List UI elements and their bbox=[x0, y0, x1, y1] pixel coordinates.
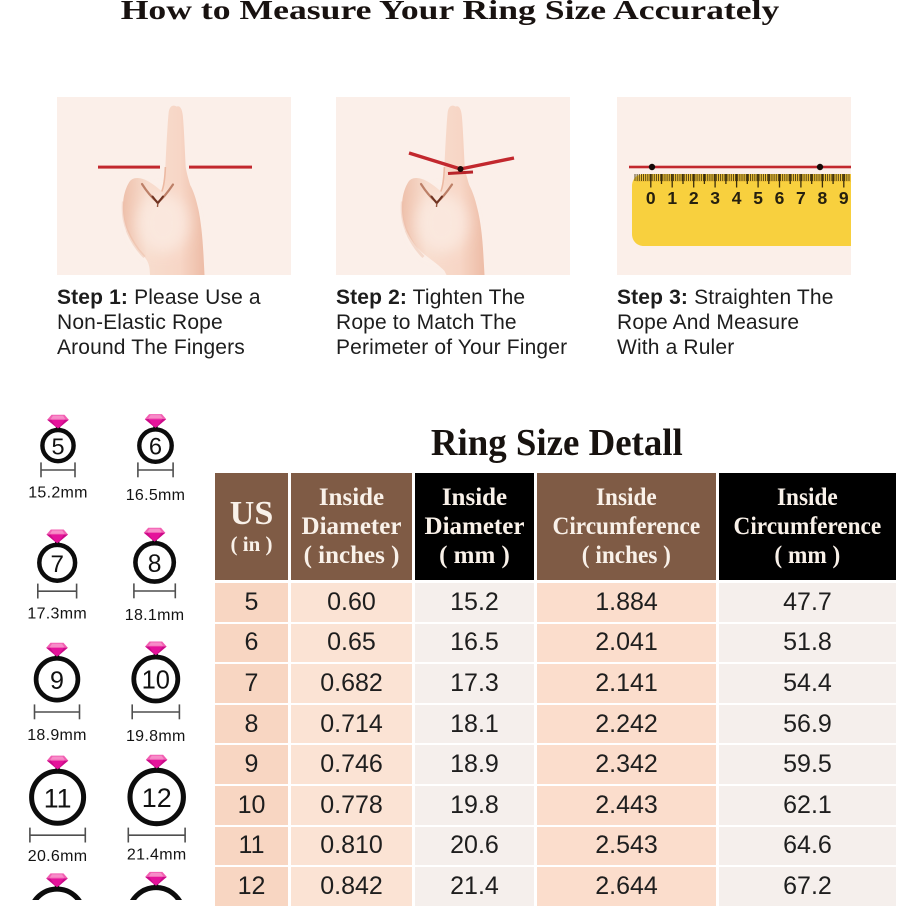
svg-text:8: 8 bbox=[148, 551, 162, 578]
svg-text:6: 6 bbox=[149, 435, 162, 461]
svg-text:18.1mm: 18.1mm bbox=[125, 607, 185, 624]
svg-text:7: 7 bbox=[50, 551, 63, 578]
svg-text:10: 10 bbox=[142, 667, 170, 695]
svg-text:2: 2 bbox=[689, 188, 699, 208]
svg-text:5: 5 bbox=[51, 434, 64, 460]
svg-text:4: 4 bbox=[732, 188, 742, 208]
svg-text:6: 6 bbox=[775, 188, 785, 208]
svg-text:19.8mm: 19.8mm bbox=[126, 728, 186, 745]
svg-text:9: 9 bbox=[50, 667, 64, 695]
svg-text:0: 0 bbox=[646, 188, 656, 208]
svg-text:20.6mm: 20.6mm bbox=[28, 848, 88, 865]
svg-text:16.5mm: 16.5mm bbox=[126, 487, 186, 504]
svg-text:5: 5 bbox=[753, 188, 763, 208]
svg-text:18.9mm: 18.9mm bbox=[27, 727, 87, 744]
svg-text:1: 1 bbox=[667, 188, 677, 208]
svg-text:12: 12 bbox=[142, 783, 172, 813]
svg-text:17.3mm: 17.3mm bbox=[27, 606, 87, 623]
svg-text:9: 9 bbox=[839, 188, 849, 208]
svg-text:21.4mm: 21.4mm bbox=[127, 847, 187, 864]
svg-text:7: 7 bbox=[796, 188, 806, 208]
svg-text:3: 3 bbox=[710, 188, 720, 208]
svg-text:8: 8 bbox=[818, 188, 828, 208]
svg-text:15.2mm: 15.2mm bbox=[28, 485, 88, 502]
svg-text:11: 11 bbox=[44, 783, 72, 813]
